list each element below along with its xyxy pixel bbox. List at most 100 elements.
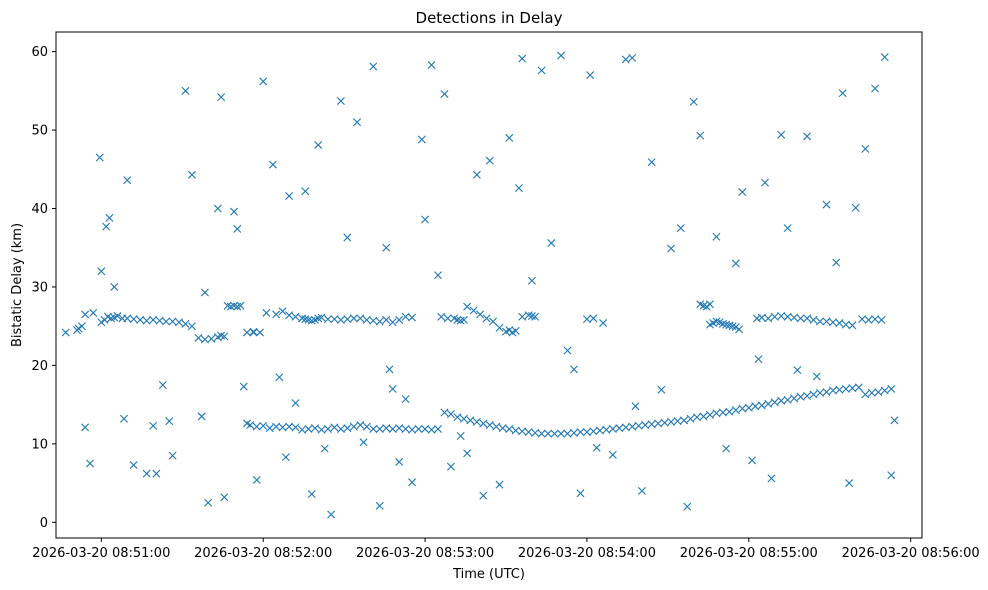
data-point (871, 84, 880, 93)
data-point (469, 306, 478, 315)
data-point (696, 131, 705, 140)
data-point (230, 301, 239, 310)
plot-frame (55, 31, 923, 539)
data-point (725, 321, 734, 330)
data-point (845, 479, 854, 488)
data-point (213, 204, 222, 213)
data-point (233, 224, 242, 233)
data-point (343, 424, 352, 433)
data-point (476, 310, 485, 319)
data-point (285, 422, 294, 431)
data-point (443, 314, 452, 323)
data-point (738, 404, 747, 413)
data-point (822, 388, 831, 397)
data-point (602, 425, 611, 434)
data-point (816, 388, 825, 397)
data-point (314, 140, 323, 149)
data-point (777, 311, 786, 320)
x-tick-label: 2026-03-20 08:51:00 (32, 546, 170, 561)
data-point (547, 239, 556, 248)
data-point (129, 461, 138, 470)
data-point (81, 423, 90, 432)
data-point (589, 314, 598, 323)
data-point (61, 328, 70, 337)
data-point (783, 224, 792, 233)
data-point (621, 423, 630, 432)
data-point (582, 315, 591, 324)
data-point (446, 462, 455, 471)
data-point (268, 160, 277, 169)
data-point (657, 385, 666, 394)
data-point (874, 388, 883, 397)
data-point (479, 419, 488, 428)
data-point (165, 417, 174, 426)
data-point (731, 322, 740, 331)
data-point (832, 258, 841, 267)
data-point (550, 429, 559, 438)
data-point (828, 318, 837, 327)
data-point (330, 315, 339, 324)
data-point (107, 314, 116, 323)
data-point (272, 422, 281, 431)
data-point (298, 314, 307, 323)
data-point (74, 324, 83, 333)
data-point (505, 133, 514, 142)
y-axis-label: Bistatic Delay (km) (10, 223, 25, 347)
data-point (440, 89, 449, 98)
data-point (628, 53, 637, 62)
data-point (369, 62, 378, 71)
data-point (149, 421, 158, 430)
data-point (385, 365, 394, 374)
data-point (81, 310, 90, 319)
data-point (291, 423, 300, 432)
data-point (489, 317, 498, 326)
y-tick-label: 0 (40, 516, 48, 531)
data-point (113, 311, 122, 320)
data-point (278, 423, 287, 432)
data-point (110, 282, 119, 291)
data-point (861, 144, 870, 153)
data-point (673, 417, 682, 426)
data-point (463, 302, 472, 311)
data-point (812, 372, 821, 381)
y-tick-label: 20 (31, 359, 48, 374)
data-point (459, 315, 468, 324)
data-point (388, 424, 397, 433)
data-point (595, 426, 604, 435)
data-point (249, 328, 258, 337)
data-point (472, 170, 481, 179)
data-point (803, 314, 812, 323)
data-point (524, 311, 533, 320)
data-point (511, 326, 520, 335)
data-point (136, 315, 145, 324)
data-point (867, 388, 876, 397)
data-point (527, 311, 536, 320)
data-point (187, 322, 196, 331)
data-point (748, 456, 757, 465)
data-point (181, 86, 190, 95)
data-point (417, 135, 426, 144)
data-point (582, 428, 591, 437)
data-point (631, 402, 640, 411)
data-point (382, 243, 391, 252)
data-point (142, 469, 151, 478)
data-point (181, 319, 190, 328)
data-point (680, 416, 689, 425)
x-tick-label: 2026-03-20 08:56:00 (842, 546, 980, 561)
data-point (760, 178, 769, 187)
data-point (408, 478, 417, 487)
data-point (226, 302, 235, 311)
data-point (592, 443, 601, 452)
data-point (803, 132, 812, 141)
data-point (472, 417, 481, 426)
data-point (615, 424, 624, 433)
data-point (252, 475, 261, 484)
data-point (119, 414, 128, 423)
y-tick-label: 30 (31, 280, 48, 295)
data-point (304, 424, 313, 433)
data-point (388, 384, 397, 393)
data-point (767, 474, 776, 483)
data-point (336, 315, 345, 324)
data-point (621, 55, 630, 64)
data-point (356, 421, 365, 430)
